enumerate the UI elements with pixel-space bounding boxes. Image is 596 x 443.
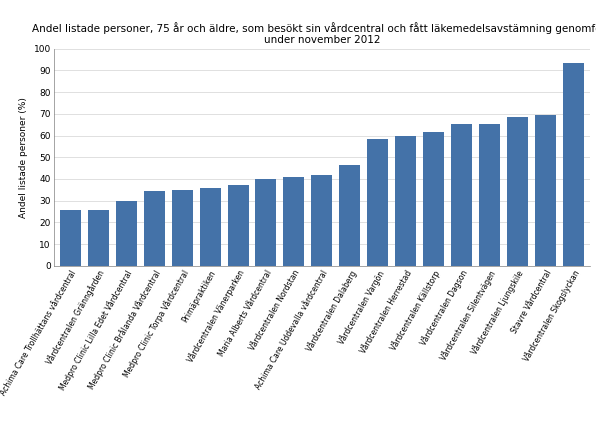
Bar: [284, 177, 305, 266]
Bar: [116, 201, 136, 266]
Bar: [256, 179, 277, 266]
Bar: [395, 136, 416, 266]
Bar: [144, 191, 164, 266]
Bar: [507, 117, 528, 266]
Bar: [311, 175, 333, 266]
Bar: [423, 132, 444, 266]
Bar: [172, 190, 193, 266]
Bar: [367, 139, 388, 266]
Bar: [563, 63, 583, 266]
Bar: [228, 186, 249, 266]
Title: Andel listade personer, 75 år och äldre, som besökt sin vårdcentral och fått läk: Andel listade personer, 75 år och äldre,…: [32, 22, 596, 45]
Y-axis label: Andel listade personer (%): Andel listade personer (%): [19, 97, 28, 218]
Bar: [535, 115, 556, 266]
Bar: [200, 188, 221, 266]
Bar: [339, 165, 360, 266]
Bar: [451, 124, 472, 266]
Bar: [88, 210, 109, 266]
Bar: [479, 124, 500, 266]
Bar: [60, 210, 81, 266]
